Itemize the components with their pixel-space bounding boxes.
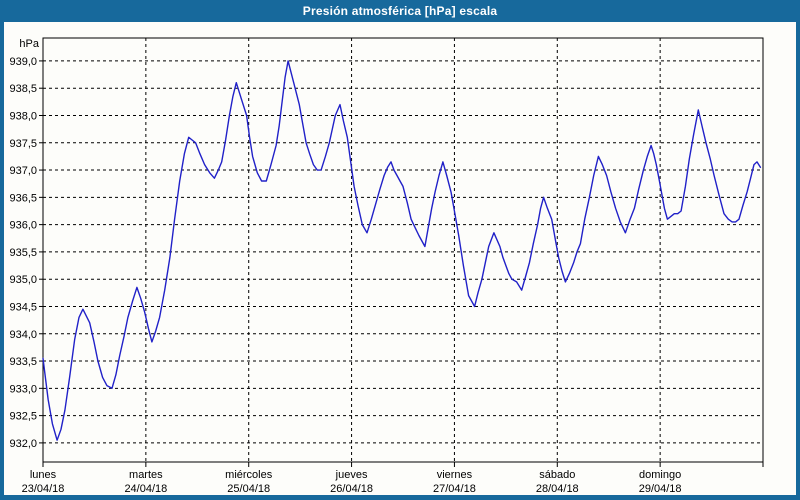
svg-text:martes: martes xyxy=(129,469,163,481)
chart-title: Presión atmosférica [hPa] escala xyxy=(302,4,498,18)
x-axis-labels: lunes 23/04/18 martes 24/04/18 miércoles 25/0… xyxy=(22,469,682,495)
svg-text:934,0: 934,0 xyxy=(9,329,37,341)
svg-text:23/04/18: 23/04/18 xyxy=(22,483,65,495)
axes xyxy=(39,37,764,467)
svg-text:939,0: 939,0 xyxy=(9,56,37,68)
svg-text:938,0: 938,0 xyxy=(9,110,37,122)
svg-text:933,0: 933,0 xyxy=(9,383,37,395)
svg-text:jueves: jueves xyxy=(335,469,368,481)
svg-text:937,0: 937,0 xyxy=(9,165,37,177)
svg-text:934,5: 934,5 xyxy=(9,301,37,313)
svg-text:28/04/18: 28/04/18 xyxy=(536,483,579,495)
svg-text:lunes: lunes xyxy=(30,469,57,481)
svg-text:932,5: 932,5 xyxy=(9,411,37,423)
svg-text:936,0: 936,0 xyxy=(9,220,37,232)
svg-text:25/04/18: 25/04/18 xyxy=(227,483,270,495)
svg-text:936,5: 936,5 xyxy=(9,192,37,204)
svg-text:935,5: 935,5 xyxy=(9,247,37,259)
pressure-line xyxy=(42,60,762,441)
pressure-line-chart: 939,0 938,5 938,0 937,5 937,0 936,5 936,0 935,5… xyxy=(9,37,764,495)
svg-text:domingo: domingo xyxy=(639,469,681,481)
svg-text:viernes: viernes xyxy=(437,469,473,481)
svg-text:938,5: 938,5 xyxy=(9,83,37,95)
svg-text:sábado: sábado xyxy=(539,469,575,481)
chart-area: 939,0 938,5 938,0 937,5 937,0 936,5 936,0 935,5… xyxy=(4,22,796,495)
svg-text:24/04/18: 24/04/18 xyxy=(124,483,167,495)
svg-text:933,5: 933,5 xyxy=(9,356,37,368)
svg-text:932,0: 932,0 xyxy=(9,438,37,450)
svg-text:937,5: 937,5 xyxy=(9,138,37,150)
svg-text:miércoles: miércoles xyxy=(225,469,273,481)
svg-text:hPa: hPa xyxy=(19,38,39,50)
svg-text:27/04/18: 27/04/18 xyxy=(433,483,476,495)
chart-title-bar: Presión atmosférica [hPa] escala xyxy=(0,0,800,22)
gridlines xyxy=(43,38,763,462)
svg-text:26/04/18: 26/04/18 xyxy=(330,483,373,495)
svg-text:935,0: 935,0 xyxy=(9,274,37,286)
svg-text:29/04/18: 29/04/18 xyxy=(639,483,682,495)
y-axis-labels: 939,0 938,5 938,0 937,5 937,0 936,5 936,0 935,5… xyxy=(9,38,39,450)
